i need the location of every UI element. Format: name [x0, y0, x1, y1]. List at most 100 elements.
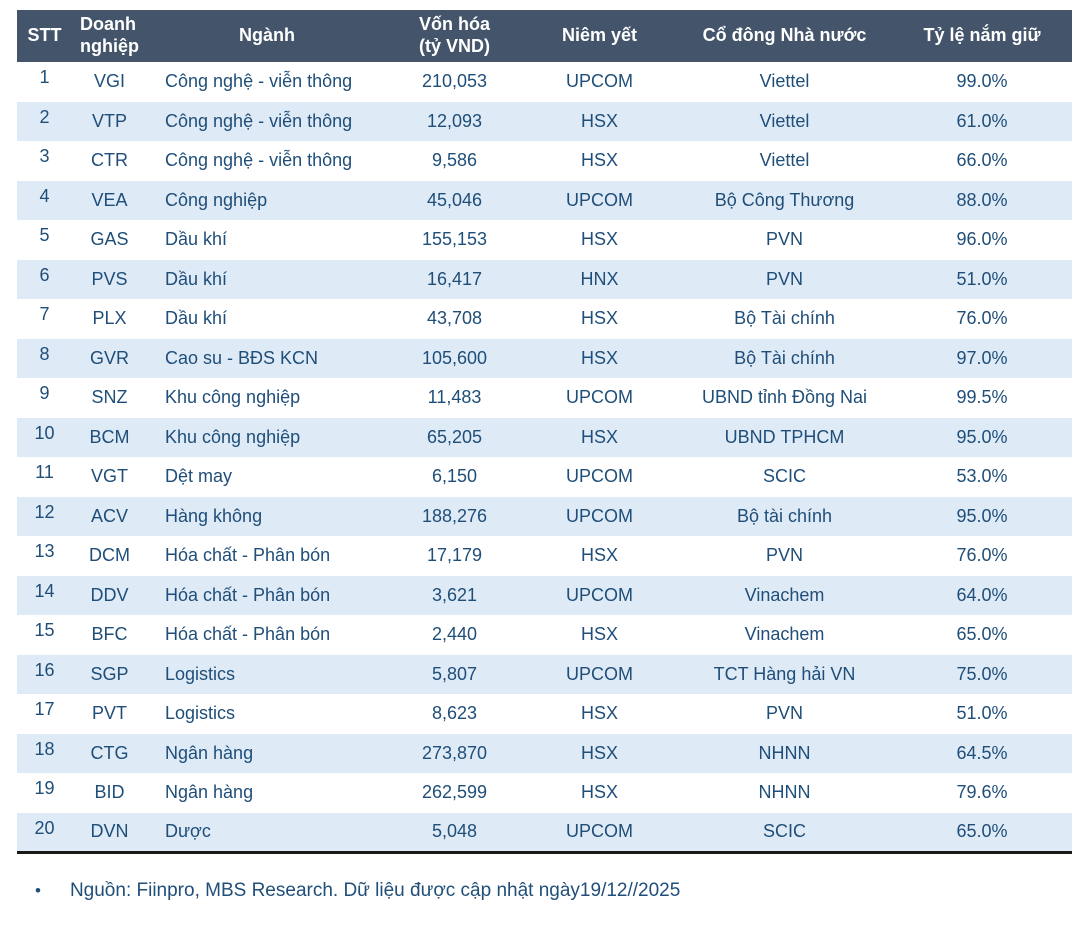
cell-ownership: 95.0%: [956, 426, 1008, 447]
cell-ticker: SNZ: [91, 387, 128, 408]
cell-ownership: 53.0%: [956, 466, 1008, 487]
cell-ownership: 99.5%: [956, 387, 1008, 408]
cell-market-cap: 210,053: [421, 71, 488, 92]
cell-ownership: 79.6%: [956, 782, 1008, 803]
cell-state-shareholder: Bộ Công Thương: [714, 189, 855, 210]
table-row: 8 GVR Cao su - BĐS KCN 105,600 HSX Bộ Tà…: [17, 338, 1072, 378]
cell-market-cap: 3,621: [431, 584, 478, 605]
cell-stt: 17: [34, 699, 55, 719]
cell-stt: 10: [34, 422, 55, 443]
cell-ticker: BID: [94, 782, 125, 803]
cell-market-cap: 12,093: [426, 110, 483, 131]
table-row: 13 DCM Hóa chất - Phân bón 17,179 HSX PV…: [17, 536, 1072, 576]
cell-stt: 6: [39, 264, 50, 285]
cell-market-cap: 2,440: [431, 624, 478, 645]
cell-market-cap: 6,150: [431, 466, 478, 487]
cell-ticker: ACV: [90, 505, 128, 526]
cell-market-cap: 43,708: [426, 308, 483, 329]
table-row: 14 DDV Hóa chất - Phân bón 3,621 UPCOM V…: [17, 575, 1072, 615]
cell-industry: Công nghệ - viễn thông: [165, 150, 353, 171]
cell-ownership: 97.0%: [956, 347, 1008, 368]
cell-market-cap: 188,276: [421, 505, 488, 526]
cell-ownership: 65.0%: [956, 624, 1008, 645]
cell-ticker: GVR: [89, 347, 129, 368]
table-row: 11 VGT Dệt may 6,150 UPCOM SCIC 53.0%: [17, 457, 1072, 497]
cell-exchange: HSX: [580, 782, 618, 803]
cell-state-shareholder: Viettel: [759, 110, 810, 131]
cell-ownership: 75.0%: [956, 663, 1008, 684]
cell-market-cap: 155,153: [421, 229, 488, 250]
cell-market-cap: 17,179: [426, 545, 483, 566]
cell-state-shareholder: Vinachem: [744, 584, 825, 605]
source-note: • Nguồn: Fiinpro, MBS Research. Dữ liệu …: [35, 879, 1072, 903]
cell-state-shareholder: PVN: [765, 545, 803, 566]
cell-exchange: HSX: [580, 229, 618, 250]
cell-exchange: UPCOM: [566, 584, 633, 605]
cell-stt: 9: [39, 383, 50, 403]
cell-ticker: BCM: [89, 426, 130, 447]
cell-ticker: VGT: [90, 466, 128, 487]
cell-exchange: HSX: [580, 703, 618, 724]
cell-market-cap: 105,600: [421, 347, 488, 368]
cell-stt: 3: [39, 146, 50, 166]
cell-state-shareholder: UBND tỉnh Đồng Nai: [701, 387, 868, 408]
cell-industry: Hàng không: [165, 505, 263, 526]
table-row: 19 BID Ngân hàng 262,599 HSX NHNN 79.6%: [17, 773, 1072, 813]
cell-market-cap: 16,417: [426, 268, 483, 289]
cell-exchange: UPCOM: [566, 505, 633, 526]
table-row: 16 SGP Logistics 5,807 UPCOM TCT Hàng hả…: [17, 654, 1072, 694]
table-header: STT Doanh nghiệp Ngành Vốn hóa (tỷ VND) …: [17, 10, 1072, 62]
table-row: 17 PVT Logistics 8,623 HSX PVN 51.0%: [17, 694, 1072, 734]
cell-ticker: BFC: [91, 624, 128, 645]
cell-ownership: 61.0%: [956, 110, 1008, 131]
bullet-icon: •: [35, 880, 41, 900]
cell-state-shareholder: Vinachem: [744, 624, 825, 645]
cell-industry: Cao su - BĐS KCN: [165, 347, 319, 368]
column-header-exchange: Niêm yết: [522, 10, 677, 62]
cell-industry: Logistics: [165, 663, 236, 684]
cell-exchange: HSX: [580, 308, 618, 329]
cell-exchange: UPCOM: [566, 821, 633, 841]
cell-market-cap: 45,046: [426, 189, 483, 210]
cell-state-shareholder: Viettel: [759, 71, 810, 92]
cell-exchange: HSX: [580, 110, 618, 131]
table-row: 12 ACV Hàng không 188,276 UPCOM Bộ tài c…: [17, 496, 1072, 536]
cell-industry: Dệt may: [165, 466, 233, 487]
cell-market-cap: 9,586: [431, 150, 478, 171]
cell-stt: 20: [34, 817, 55, 838]
table-row: 6 PVS Dầu khí 16,417 HNX PVN 51.0%: [17, 259, 1072, 299]
cell-stt: 14: [34, 580, 55, 601]
column-header-industry: Ngành: [147, 10, 387, 62]
table-row: 4 VEA Công nghiệp 45,046 UPCOM Bộ Công T…: [17, 180, 1072, 220]
cell-ticker: VTP: [91, 110, 127, 131]
cell-ownership: 64.0%: [956, 584, 1008, 605]
cell-exchange: HSX: [580, 545, 618, 566]
table-row: 5 GAS Dầu khí 155,153 HSX PVN 96.0%: [17, 220, 1072, 260]
cell-state-shareholder: TCT Hàng hải VN: [713, 663, 856, 684]
header-row: STT Doanh nghiệp Ngành Vốn hóa (tỷ VND) …: [17, 10, 1072, 62]
cell-market-cap: 8,623: [431, 703, 478, 724]
cell-state-shareholder: Bộ Tài chính: [734, 347, 835, 368]
cell-industry: Khu công nghiệp: [165, 387, 301, 408]
cell-stt: 2: [39, 106, 50, 127]
cell-ticker: CTG: [90, 742, 129, 763]
table-row: 7 PLX Dầu khí 43,708 HSX Bộ Tài chính 76…: [17, 299, 1072, 339]
cell-state-shareholder: PVN: [765, 229, 803, 250]
cell-industry: Hóa chất - Phân bón: [165, 584, 331, 605]
cell-industry: Dầu khí: [165, 308, 228, 329]
cell-exchange: HNX: [580, 268, 619, 289]
table-row: 2 VTP Công nghệ - viễn thông 12,093 HSX …: [17, 101, 1072, 141]
cell-market-cap: 5,807: [431, 663, 478, 684]
cell-exchange: HSX: [580, 624, 618, 645]
page: STT Doanh nghiệp Ngành Vốn hóa (tỷ VND) …: [0, 10, 1072, 929]
cell-stt: 8: [39, 343, 50, 364]
cell-industry: Công nghệ - viễn thông: [165, 110, 353, 131]
table-row: 20 DVN Dược 5,048 UPCOM SCIC 65.0%: [17, 812, 1072, 852]
state-owned-companies-table: STT Doanh nghiệp Ngành Vốn hóa (tỷ VND) …: [17, 10, 1072, 854]
cell-ticker: CTR: [91, 150, 128, 171]
cell-industry: Hóa chất - Phân bón: [165, 624, 331, 645]
cell-ticker: SGP: [90, 663, 129, 684]
cell-ownership: 76.0%: [956, 308, 1008, 329]
cell-ownership: 99.0%: [956, 71, 1008, 92]
column-header-stt: STT: [17, 10, 72, 62]
